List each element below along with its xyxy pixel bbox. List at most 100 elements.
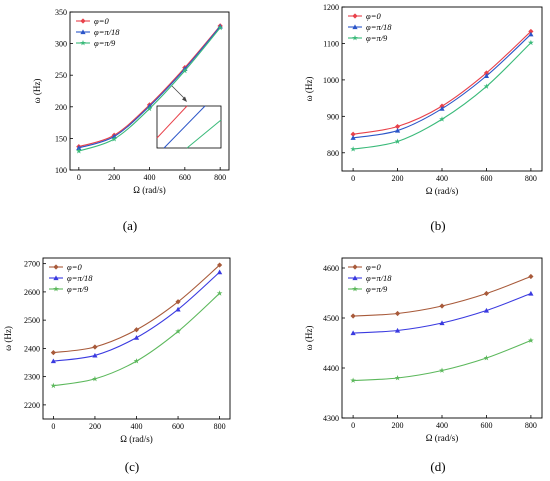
data-point <box>50 382 57 389</box>
legend-entry: φ=0 <box>366 262 381 272</box>
chart-panel-b: 0 200 400 600 800 800 900 1000 1100 1200 Ω (rad/s)… <box>304 3 543 233</box>
x-tick-label: 400 <box>436 421 448 430</box>
inset-arrow-head <box>182 96 187 102</box>
data-point <box>133 335 140 340</box>
data-point <box>50 350 56 356</box>
data-point <box>76 145 82 150</box>
y-tick-label: 2200 <box>24 401 40 410</box>
data-point <box>146 105 153 112</box>
data-point <box>175 306 181 312</box>
series-line-2 <box>353 339 532 382</box>
y-tick-label: 2500 <box>24 316 40 325</box>
data-point <box>439 106 445 111</box>
legend-marker <box>53 275 59 281</box>
data-point <box>350 131 356 137</box>
data-point <box>394 127 401 133</box>
x-tick-label: 600 <box>480 174 492 183</box>
data-point <box>350 135 356 140</box>
data-point <box>439 320 445 326</box>
y-tick-label: 800 <box>327 149 339 158</box>
data-point <box>111 136 118 142</box>
inset-line-2 <box>186 119 222 149</box>
data-point <box>394 138 401 144</box>
inset-arrow-line <box>171 85 187 101</box>
legend-marker <box>352 35 358 41</box>
panel-label: (a) <box>123 218 137 233</box>
y-tick-label: 2300 <box>24 373 40 382</box>
data-point <box>483 307 490 313</box>
data-point <box>92 344 98 350</box>
x-tick-label: 400 <box>131 422 143 431</box>
data-point <box>92 375 98 382</box>
data-point <box>528 337 534 343</box>
data-point <box>50 358 56 364</box>
data-point <box>528 31 534 37</box>
legend-marker <box>80 18 86 24</box>
data-point <box>217 269 223 275</box>
legend-marker <box>352 264 358 270</box>
legend-entry: φ=π/9 <box>366 284 388 294</box>
legend-marker <box>53 286 59 292</box>
chart-panel-a: 0 200 400 600 800 100 150 200 250 300 350 Ω (rad/s)… <box>32 8 230 233</box>
y-tick-label: 200 <box>55 103 67 112</box>
x-tick-label: 800 <box>525 174 537 183</box>
x-tick-label: 600 <box>179 173 191 182</box>
panel-label: (c) <box>125 459 139 474</box>
legend-marker <box>80 29 86 35</box>
panel-label: (d) <box>430 459 445 474</box>
series-line-1 <box>353 33 532 139</box>
data-point <box>350 313 356 319</box>
legend-entry: φ=π/18 <box>366 273 392 283</box>
y-tick-label: 1100 <box>323 39 339 48</box>
x-axis-label: Ω (rad/s) <box>120 434 152 444</box>
x-tick-label: 800 <box>525 421 537 430</box>
chart-panel-d: 0 200 400 600 800 4300 4400 4500 4600 Ω (rad/s) ω … <box>304 257 543 474</box>
data-point <box>181 67 188 74</box>
data-point <box>483 83 490 89</box>
legend-entry: φ=π/18 <box>94 27 120 37</box>
x-tick-label: 200 <box>392 421 404 430</box>
y-tick-label: 350 <box>55 8 67 17</box>
x-tick-label: 0 <box>351 174 355 183</box>
y-tick-label: 300 <box>55 40 67 49</box>
x-tick-label: 600 <box>172 422 184 431</box>
legend-entry: φ=0 <box>94 16 109 26</box>
y-axis-label: ω (Hz) <box>304 326 314 351</box>
data-point <box>350 146 356 152</box>
x-tick-label: 800 <box>214 173 226 182</box>
x-tick-label: 800 <box>214 422 226 431</box>
data-point <box>483 355 490 361</box>
y-tick-label: 150 <box>55 134 67 143</box>
data-point <box>217 262 223 268</box>
legend-entry: φ=π/18 <box>366 22 392 32</box>
legend-entry: φ=π/18 <box>67 273 93 283</box>
data-point <box>75 148 82 154</box>
y-tick-label: 900 <box>327 112 339 121</box>
y-tick-label: 2700 <box>24 260 40 269</box>
y-tick-label: 4400 <box>323 364 339 373</box>
y-tick-label: 4500 <box>323 314 339 323</box>
legend-marker <box>352 275 358 281</box>
legend-entry: φ=π/9 <box>67 284 89 294</box>
y-axis-label: ω (Hz) <box>32 79 42 104</box>
series-line-2 <box>353 42 532 150</box>
legend-marker <box>352 24 358 30</box>
data-point <box>528 28 534 35</box>
data-point <box>439 367 445 373</box>
x-tick-label: 600 <box>480 421 492 430</box>
data-point <box>175 328 181 334</box>
y-axis-label: ω (Hz) <box>3 326 13 351</box>
data-point <box>483 290 490 297</box>
data-point <box>133 327 140 333</box>
data-point <box>92 352 98 358</box>
y-tick-label: 2400 <box>24 344 40 353</box>
y-tick-label: 250 <box>55 71 67 80</box>
y-tick-label: 4600 <box>323 264 339 273</box>
data-point <box>394 123 401 130</box>
inset-line-0 <box>156 105 188 139</box>
y-tick-label: 1200 <box>323 3 339 12</box>
data-point <box>394 327 401 333</box>
y-tick-label: 100 <box>55 166 67 175</box>
data-point <box>217 24 224 31</box>
